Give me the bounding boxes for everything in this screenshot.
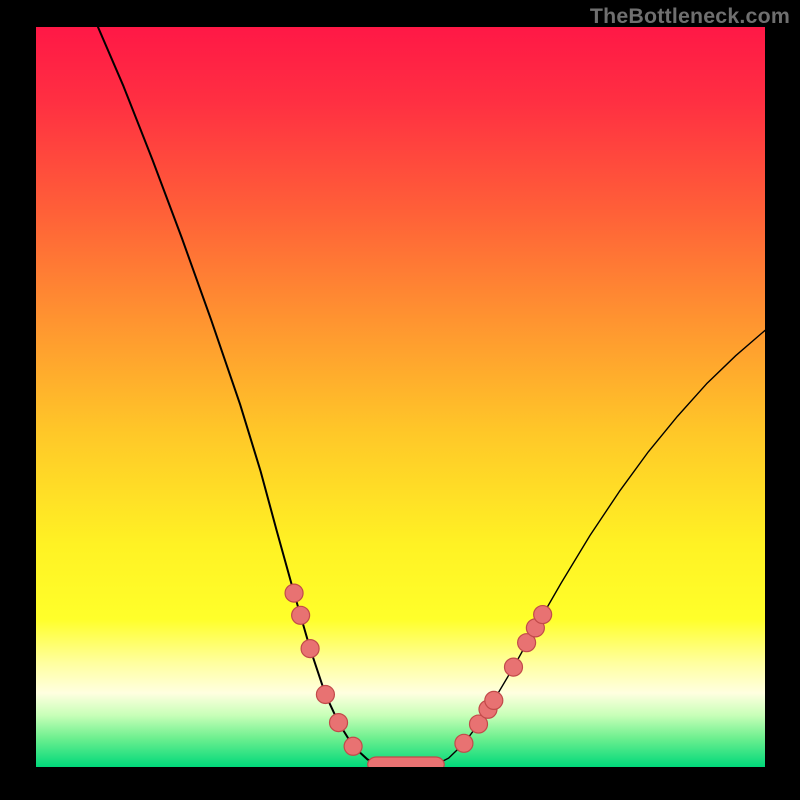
marker-left-3 — [316, 685, 334, 703]
marker-left-4 — [330, 714, 348, 732]
marker-left-2 — [301, 640, 319, 658]
marker-left-5 — [344, 737, 362, 755]
marker-left-0 — [285, 584, 303, 602]
marker-right-3 — [485, 691, 503, 709]
marker-right-7 — [534, 606, 552, 624]
gradient-background — [36, 27, 765, 767]
watermark-text: TheBottleneck.com — [590, 4, 790, 29]
chart-svg — [36, 27, 765, 767]
marker-left-1 — [292, 606, 310, 624]
marker-bottom-bar — [368, 757, 445, 767]
marker-right-4 — [504, 658, 522, 676]
plot-area — [36, 27, 765, 767]
chart-frame: TheBottleneck.com — [0, 0, 800, 800]
marker-right-0 — [455, 734, 473, 752]
